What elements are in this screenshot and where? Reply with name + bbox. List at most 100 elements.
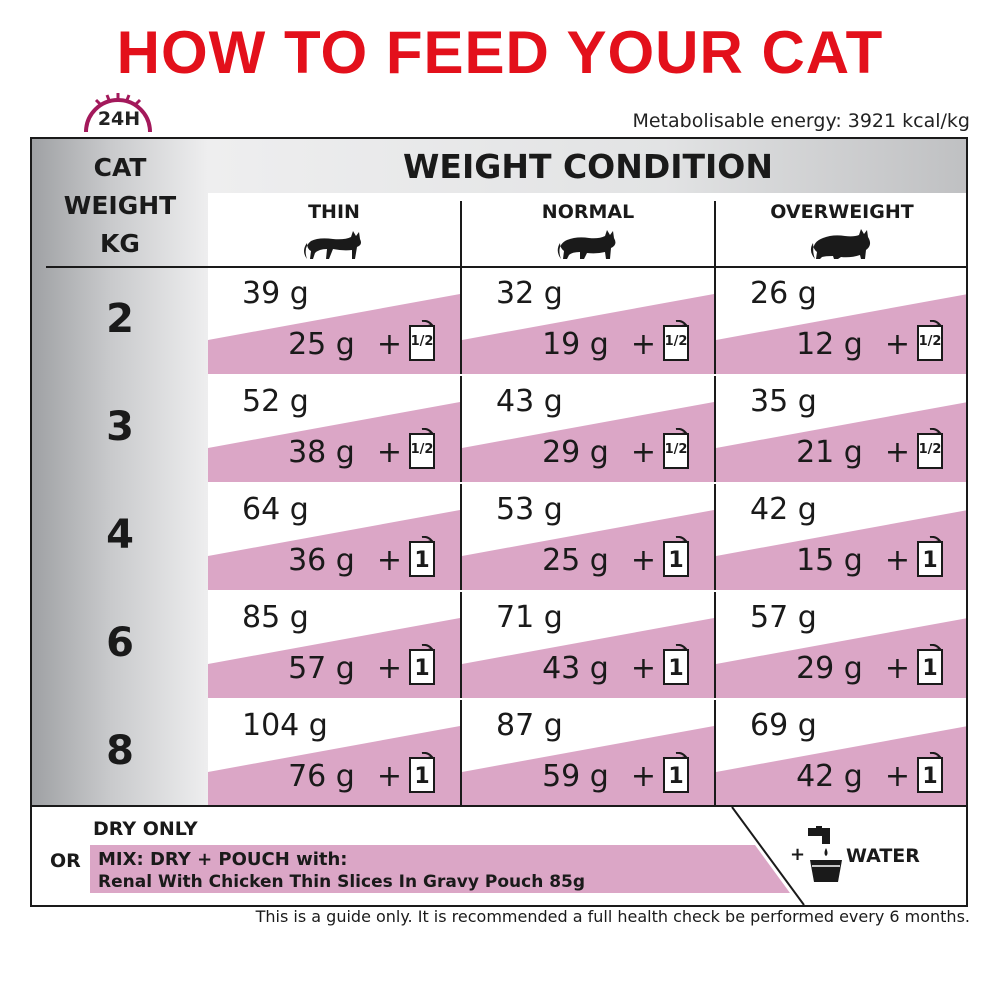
row-weight-label: 4 <box>106 512 134 558</box>
plus-sign: + <box>376 758 402 794</box>
pouch-portion: 1/2 <box>410 334 434 349</box>
ration-cell: 39 g 25 g +1/2 <box>208 268 460 374</box>
clock-label: 24H <box>97 108 141 130</box>
or-label: OR <box>50 850 81 872</box>
mix-amount-group: 59 g +1 <box>542 751 690 794</box>
column-header-thin: THIN <box>208 201 460 263</box>
ration-cell: 57 g 29 g +1 <box>716 592 966 698</box>
mix-dry-amount: 25 g <box>542 542 609 578</box>
dry-only-amount: 32 g <box>496 276 563 311</box>
mix-dry-amount: 42 g <box>796 758 863 794</box>
weight-condition-title: WEIGHT CONDITION <box>403 147 773 186</box>
dry-only-amount: 85 g <box>242 600 309 635</box>
footer-box <box>30 807 968 907</box>
mix-dry-amount: 43 g <box>542 650 609 686</box>
pouch-portion: 1 <box>414 548 430 573</box>
mix-amount-group: 57 g +1 <box>288 643 436 686</box>
disclaimer-text: This is a guide only. It is recommended … <box>255 907 970 926</box>
row-weight-label: 2 <box>106 296 134 342</box>
ration-cell: 71 g 43 g +1 <box>462 592 714 698</box>
cat-weight-line: CAT <box>93 153 147 182</box>
pink-band <box>462 402 714 482</box>
pouch-portion: 1 <box>414 764 430 789</box>
column-divider <box>714 201 716 805</box>
mix-amount-group: 21 g +1/2 <box>796 427 944 470</box>
pink-band <box>208 726 460 805</box>
pouch-portion: 1/2 <box>918 334 942 349</box>
column-header-overweight: OVERWEIGHT <box>716 201 966 263</box>
pouch-icon: 1 <box>916 535 944 578</box>
ration-cell: 104 g 76 g +1 <box>208 700 460 805</box>
row-weight-label: 6 <box>106 620 134 666</box>
mix-band <box>90 845 790 893</box>
plus-sign: + <box>630 542 656 578</box>
pink-band <box>716 510 966 590</box>
pouch-portion: 1 <box>668 548 684 573</box>
pouch-icon: 1 <box>916 751 944 794</box>
column-label: NORMAL <box>541 201 635 223</box>
pink-band <box>208 510 460 590</box>
pink-band <box>462 510 714 590</box>
water-tap-icon <box>808 826 842 882</box>
mix-amount-group: 38 g +1/2 <box>288 427 436 470</box>
mix-dry-amount: 21 g <box>796 434 863 470</box>
water-plus: + <box>790 844 806 865</box>
mix-dry-amount: 29 g <box>796 650 863 686</box>
pouch-icon: 1/2 <box>408 427 436 470</box>
footer-divider <box>731 807 805 905</box>
mix-dry-amount: 29 g <box>542 434 609 470</box>
pink-band <box>716 402 966 482</box>
pink-band <box>462 618 714 698</box>
pouch-portion: 1 <box>922 656 938 681</box>
pouch-icon: 1/2 <box>916 319 944 362</box>
plus-sign: + <box>630 650 656 686</box>
dry-only-amount: 57 g <box>750 600 817 635</box>
pouch-portion: 1 <box>668 656 684 681</box>
pouch-icon: 1 <box>662 643 690 686</box>
ration-cell: 53 g 25 g +1 <box>462 484 714 590</box>
overweight-cat-icon <box>810 229 871 259</box>
pouch-icon: 1/2 <box>916 427 944 470</box>
mix-dry-amount: 12 g <box>796 326 863 362</box>
header-divider <box>46 266 966 268</box>
mix-dry-amount: 59 g <box>542 758 609 794</box>
mix-dry-amount: 15 g <box>796 542 863 578</box>
pink-band <box>462 726 714 805</box>
page-title: HOW TO FEED YOUR CAT <box>116 19 884 86</box>
pouch-portion: 1/2 <box>664 442 688 457</box>
ration-cell: 69 g 42 g +1 <box>716 700 966 805</box>
mix-dry-amount: 25 g <box>288 326 355 362</box>
pouch-icon: 1 <box>408 535 436 578</box>
mix-amount-group: 12 g +1/2 <box>796 319 944 362</box>
thin-cat-icon <box>304 231 361 259</box>
plus-sign: + <box>884 326 910 362</box>
mix-dry-amount: 38 g <box>288 434 355 470</box>
mix-dry-amount: 19 g <box>542 326 609 362</box>
water-label: WATER <box>846 845 920 867</box>
plus-sign: + <box>630 434 656 470</box>
plus-sign: + <box>884 542 910 578</box>
dry-only-amount: 39 g <box>242 276 309 311</box>
pouch-icon: 1 <box>662 751 690 794</box>
ration-cell: 85 g 57 g +1 <box>208 592 460 698</box>
dry-only-amount: 87 g <box>496 708 563 743</box>
dry-only-amount: 26 g <box>750 276 817 311</box>
pouch-icon: 1/2 <box>662 427 690 470</box>
plus-sign: + <box>630 758 656 794</box>
dry-only-label: DRY ONLY <box>93 818 198 840</box>
mix-dry-amount: 36 g <box>288 542 355 578</box>
mix-dry-amount: 76 g <box>288 758 355 794</box>
dry-only-amount: 53 g <box>496 492 563 527</box>
cat-weight-line: WEIGHT <box>63 191 177 220</box>
row-separator <box>208 374 966 376</box>
row-separator <box>208 482 966 484</box>
plus-sign: + <box>376 326 402 362</box>
weight-column-bg <box>32 139 208 805</box>
row-weight-label: 8 <box>106 728 134 774</box>
plus-sign: + <box>630 326 656 362</box>
condition-header-bg <box>208 139 966 193</box>
dry-only-amount: 35 g <box>750 384 817 419</box>
column-header-normal: NORMAL <box>462 201 714 263</box>
pouch-icon: 1 <box>408 751 436 794</box>
ration-cell: 87 g 59 g +1 <box>462 700 714 805</box>
